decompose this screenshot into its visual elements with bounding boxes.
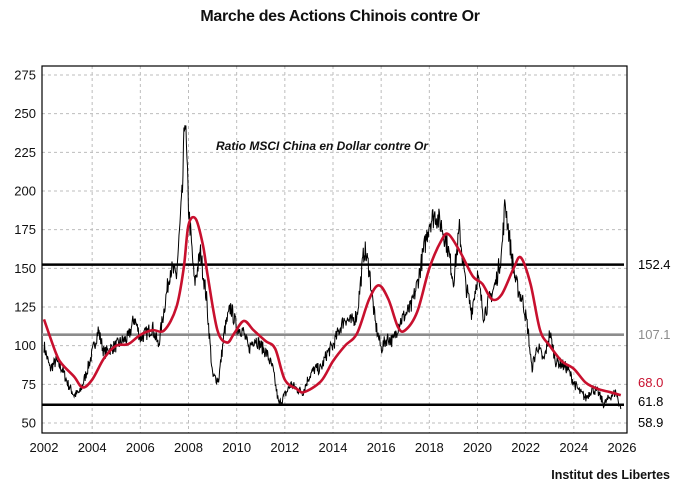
source-label: Institut des Libertes: [551, 468, 670, 482]
series-annotation: Ratio MSCI China en Dollar contre Or: [216, 139, 429, 153]
x-tick-label: 2004: [78, 440, 107, 455]
x-tick-label: 2024: [559, 440, 588, 455]
moving-average-line: [42, 215, 622, 397]
y-tick-label: 250: [14, 106, 36, 121]
y-tick-label: 100: [14, 338, 36, 353]
x-tick-label: 2008: [174, 440, 203, 455]
y-tick-label: 150: [14, 261, 36, 276]
plot-frame: [41, 65, 628, 434]
x-tick-label: 2022: [511, 440, 540, 455]
y-tick-label: 225: [14, 145, 36, 160]
x-tick-label: 2002: [30, 440, 59, 455]
level-label: 58.9: [638, 415, 663, 430]
y-tick-label: 275: [14, 68, 36, 83]
x-tick-label: 2016: [367, 440, 396, 455]
chart-title: Marche des Actions Chinois contre Or: [200, 8, 480, 25]
x-tick-label: 2014: [319, 440, 348, 455]
level-label: 107.1: [638, 327, 671, 342]
x-tick-label: 2010: [222, 440, 251, 455]
y-tick-label: 200: [14, 184, 36, 199]
level-label: 152.4: [638, 257, 671, 272]
level-label: 61.8: [638, 394, 663, 409]
ratio-series-line: [43, 125, 622, 410]
x-tick-label: 2006: [126, 440, 155, 455]
x-tick-label: 2026: [608, 440, 637, 455]
y-tick-label: 50: [22, 416, 36, 431]
y-tick-label: 75: [22, 377, 36, 392]
y-tick-label: 125: [14, 300, 36, 315]
y-tick-label: 175: [14, 222, 36, 237]
x-tick-label: 2018: [415, 440, 444, 455]
x-tick-label: 2012: [270, 440, 299, 455]
x-tick-label: 2020: [463, 440, 492, 455]
level-label: 68.0: [638, 375, 663, 390]
